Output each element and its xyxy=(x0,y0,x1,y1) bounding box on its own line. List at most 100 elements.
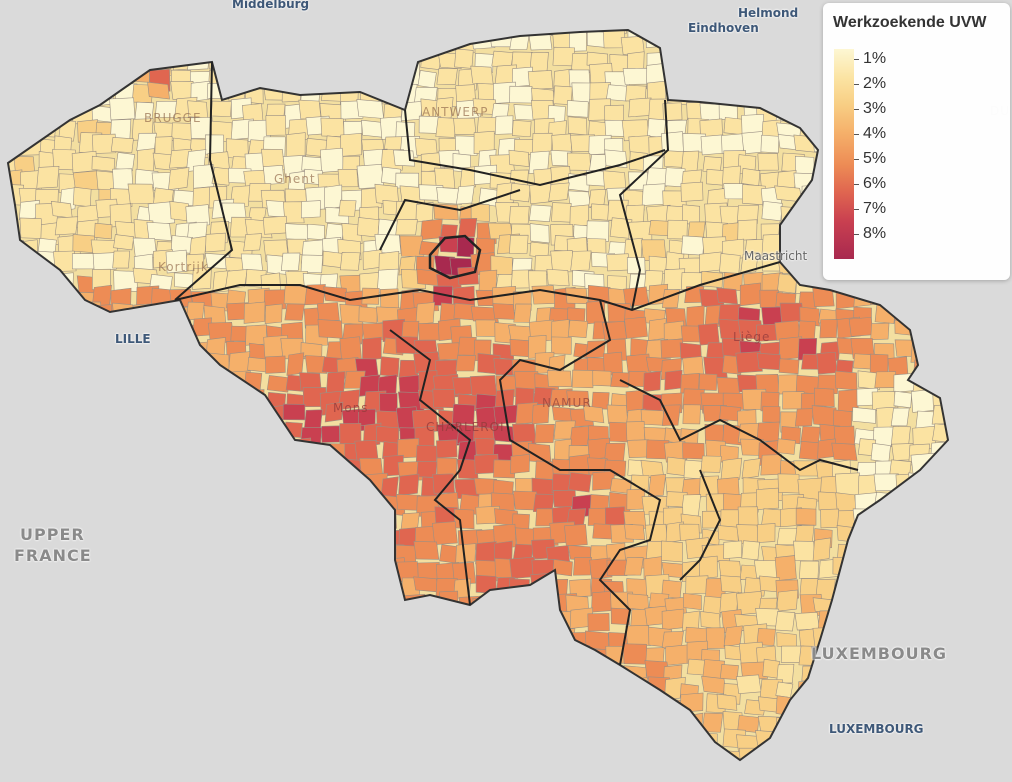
municipality-area[interactable] xyxy=(132,766,150,782)
municipality-area[interactable] xyxy=(267,715,288,737)
municipality-area[interactable] xyxy=(58,762,77,778)
municipality-area[interactable] xyxy=(227,490,251,510)
municipality-area[interactable] xyxy=(246,564,270,583)
municipality-area[interactable] xyxy=(438,32,459,51)
municipality-area[interactable] xyxy=(113,234,135,251)
municipality-area[interactable] xyxy=(743,0,761,17)
municipality-area[interactable] xyxy=(679,53,704,74)
municipality-area[interactable] xyxy=(852,545,874,563)
municipality-area[interactable] xyxy=(242,749,266,766)
municipality-area[interactable] xyxy=(420,642,439,659)
municipality-area[interactable] xyxy=(926,322,948,343)
municipality-area[interactable] xyxy=(135,640,160,663)
municipality-area[interactable] xyxy=(799,560,820,579)
municipality-area[interactable] xyxy=(344,530,366,547)
municipality-area[interactable] xyxy=(305,54,326,71)
municipality-area[interactable] xyxy=(840,760,862,782)
municipality-area[interactable] xyxy=(305,507,325,530)
municipality-area[interactable] xyxy=(493,459,516,479)
municipality-area[interactable] xyxy=(607,2,628,18)
municipality-area[interactable] xyxy=(573,557,592,576)
municipality-area[interactable] xyxy=(932,453,956,477)
municipality-area[interactable] xyxy=(550,665,574,686)
municipality-area[interactable] xyxy=(117,676,139,697)
municipality-area[interactable] xyxy=(228,351,251,374)
municipality-area[interactable] xyxy=(112,476,136,500)
municipality-area[interactable] xyxy=(0,305,22,327)
municipality-area[interactable] xyxy=(262,612,287,634)
municipality-area[interactable] xyxy=(511,612,536,635)
municipality-area[interactable] xyxy=(494,115,514,135)
municipality-area[interactable] xyxy=(508,325,533,342)
municipality-area[interactable] xyxy=(437,645,456,666)
municipality-area[interactable] xyxy=(224,659,250,680)
municipality-area[interactable] xyxy=(265,560,285,577)
municipality-area[interactable] xyxy=(870,526,892,545)
municipality-area[interactable] xyxy=(324,184,343,210)
municipality-area[interactable] xyxy=(265,355,286,374)
municipality-area[interactable] xyxy=(909,649,934,667)
municipality-area[interactable] xyxy=(342,510,366,531)
municipality-area[interactable] xyxy=(108,659,136,681)
municipality-area[interactable] xyxy=(870,513,891,534)
municipality-area[interactable] xyxy=(528,14,551,34)
municipality-area[interactable] xyxy=(870,682,893,704)
municipality-area[interactable] xyxy=(646,167,670,187)
municipality-area[interactable] xyxy=(415,444,438,464)
municipality-area[interactable] xyxy=(871,598,894,619)
municipality-area[interactable] xyxy=(109,457,128,478)
municipality-area[interactable] xyxy=(515,597,536,619)
municipality-area[interactable] xyxy=(55,510,75,537)
municipality-area[interactable] xyxy=(95,751,120,767)
municipality-area[interactable] xyxy=(148,541,172,562)
municipality-area[interactable] xyxy=(932,490,958,511)
municipality-area[interactable] xyxy=(191,712,215,730)
municipality-area[interactable] xyxy=(19,65,42,82)
municipality-area[interactable] xyxy=(799,578,819,596)
municipality-area[interactable] xyxy=(778,358,800,375)
municipality-area[interactable] xyxy=(343,699,365,721)
municipality-area[interactable] xyxy=(212,422,235,439)
municipality-area[interactable] xyxy=(265,114,287,136)
municipality-area[interactable] xyxy=(186,301,205,321)
municipality-area[interactable] xyxy=(814,698,838,717)
municipality-area[interactable] xyxy=(856,743,880,766)
municipality-area[interactable] xyxy=(933,717,955,737)
municipality-area[interactable] xyxy=(949,438,970,458)
municipality-area[interactable] xyxy=(741,458,761,479)
municipality-area[interactable] xyxy=(301,733,328,752)
municipality-area[interactable] xyxy=(760,768,781,782)
municipality-area[interactable] xyxy=(60,698,82,720)
municipality-area[interactable] xyxy=(97,591,119,610)
municipality-area[interactable] xyxy=(4,647,24,666)
municipality-area[interactable] xyxy=(228,733,252,752)
municipality-area[interactable] xyxy=(757,153,779,171)
municipality-area[interactable] xyxy=(305,66,329,87)
municipality-area[interactable] xyxy=(55,562,78,583)
municipality-area[interactable] xyxy=(509,85,533,104)
municipality-area[interactable] xyxy=(188,441,210,464)
municipality-area[interactable] xyxy=(262,165,285,185)
municipality-area[interactable] xyxy=(794,524,815,543)
municipality-area[interactable] xyxy=(908,589,932,615)
municipality-area[interactable] xyxy=(212,442,231,466)
municipality-area[interactable] xyxy=(91,155,115,172)
municipality-area[interactable] xyxy=(343,2,362,23)
municipality-area[interactable] xyxy=(341,541,360,568)
municipality-area[interactable] xyxy=(317,319,343,339)
municipality-area[interactable] xyxy=(169,643,191,664)
municipality-area[interactable] xyxy=(17,80,37,103)
municipality-area[interactable] xyxy=(452,647,473,664)
municipality-area[interactable] xyxy=(204,647,225,670)
municipality-area[interactable] xyxy=(168,167,190,191)
municipality-area[interactable] xyxy=(150,745,174,765)
municipality-area[interactable] xyxy=(204,511,225,532)
municipality-area[interactable] xyxy=(109,442,138,465)
municipality-area[interactable] xyxy=(0,256,22,275)
municipality-area[interactable] xyxy=(2,444,24,462)
municipality-area[interactable] xyxy=(931,698,955,721)
municipality-area[interactable] xyxy=(723,117,744,136)
municipality-area[interactable] xyxy=(589,557,613,580)
municipality-area[interactable] xyxy=(591,391,610,410)
municipality-area[interactable] xyxy=(564,524,588,547)
